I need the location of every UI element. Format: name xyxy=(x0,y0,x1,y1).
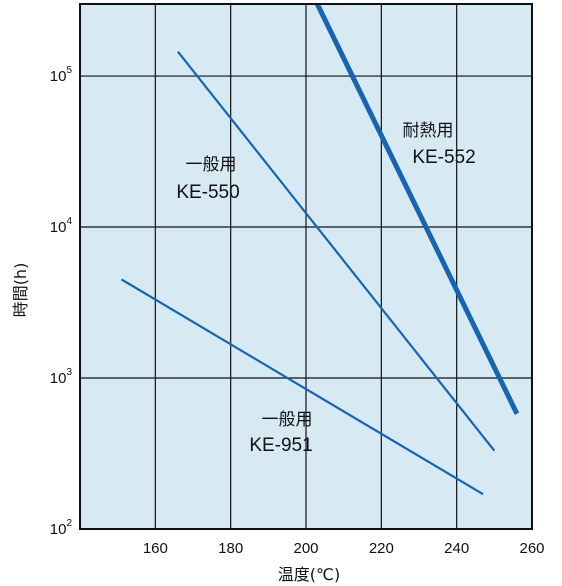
x-tick-label: 220 xyxy=(369,540,394,557)
y-tick-label: 105 xyxy=(50,65,73,85)
series-label-ke951-category: 一般用 xyxy=(262,410,313,430)
series-line-ke-552 xyxy=(315,2,520,415)
series-lines xyxy=(120,2,520,496)
series-label-ke552-category: 耐熱用 xyxy=(403,121,454,141)
series-label-ke951-code: KE-951 xyxy=(249,435,312,456)
x-axis-label: 温度(℃) xyxy=(278,565,340,584)
series-label-ke550-code: KE-550 xyxy=(176,182,239,203)
x-tick-label: 160 xyxy=(143,540,168,557)
plot-frame xyxy=(79,3,533,530)
x-tick-label: 200 xyxy=(293,540,318,557)
y-tick-label: 102 xyxy=(50,518,73,538)
y-tick-label: 103 xyxy=(50,367,73,387)
y-axis-label: 時間(h) xyxy=(11,263,30,318)
y-tick-labels: 102 103 104 105 xyxy=(50,65,73,538)
series-label-ke550-category: 一般用 xyxy=(186,155,237,175)
x-tick-label: 240 xyxy=(444,540,469,557)
grid xyxy=(80,4,532,529)
x-tick-label: 180 xyxy=(218,540,243,557)
series-line-ke-550 xyxy=(177,50,496,452)
x-tick-label: 260 xyxy=(519,540,544,557)
series-label-ke552-code: KE-552 xyxy=(412,147,475,168)
x-tick-labels: 160 180 200 220 240 260 xyxy=(143,540,545,557)
series-line-ke-951 xyxy=(120,278,484,496)
y-tick-label: 104 xyxy=(50,216,73,236)
